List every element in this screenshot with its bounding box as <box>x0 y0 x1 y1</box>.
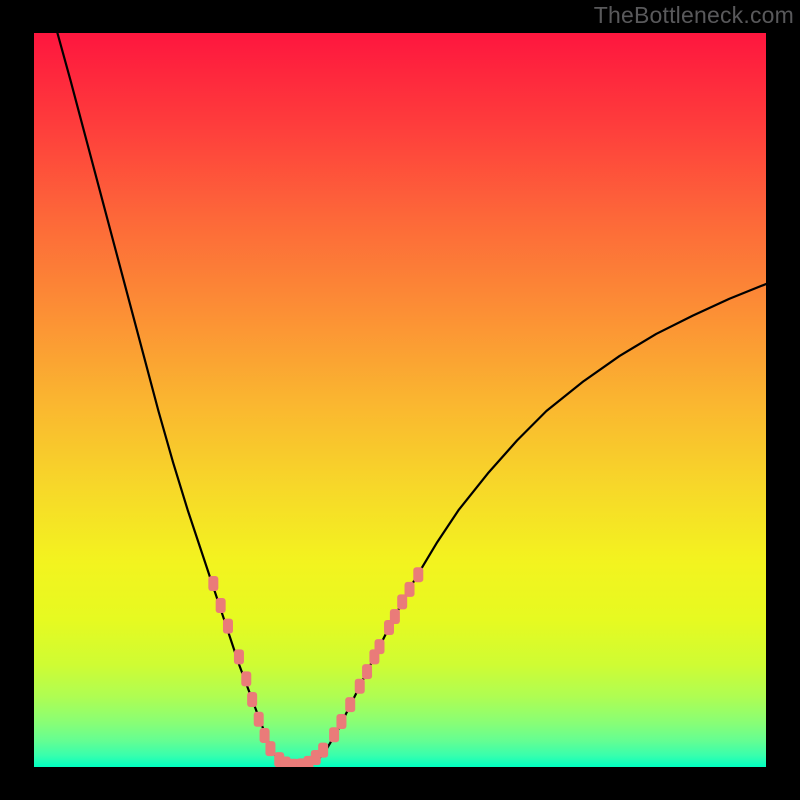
marker <box>345 697 355 712</box>
marker <box>329 727 339 742</box>
marker <box>413 567 423 582</box>
marker <box>247 692 257 707</box>
plot-svg <box>34 33 766 767</box>
marker <box>260 728 270 743</box>
marker <box>336 714 346 729</box>
marker <box>390 609 400 624</box>
marker <box>265 741 275 756</box>
marker <box>355 679 365 694</box>
chart-canvas: TheBottleneck.com <box>0 0 800 800</box>
marker <box>208 576 218 591</box>
watermark-text: TheBottleneck.com <box>594 2 794 29</box>
marker <box>362 664 372 679</box>
marker <box>216 598 226 613</box>
marker <box>318 743 328 758</box>
marker <box>254 712 264 727</box>
plot-background <box>34 33 766 767</box>
marker <box>241 671 251 686</box>
marker <box>234 649 244 664</box>
marker <box>405 582 415 597</box>
marker <box>223 619 233 634</box>
marker <box>397 594 407 609</box>
marker <box>375 639 385 654</box>
